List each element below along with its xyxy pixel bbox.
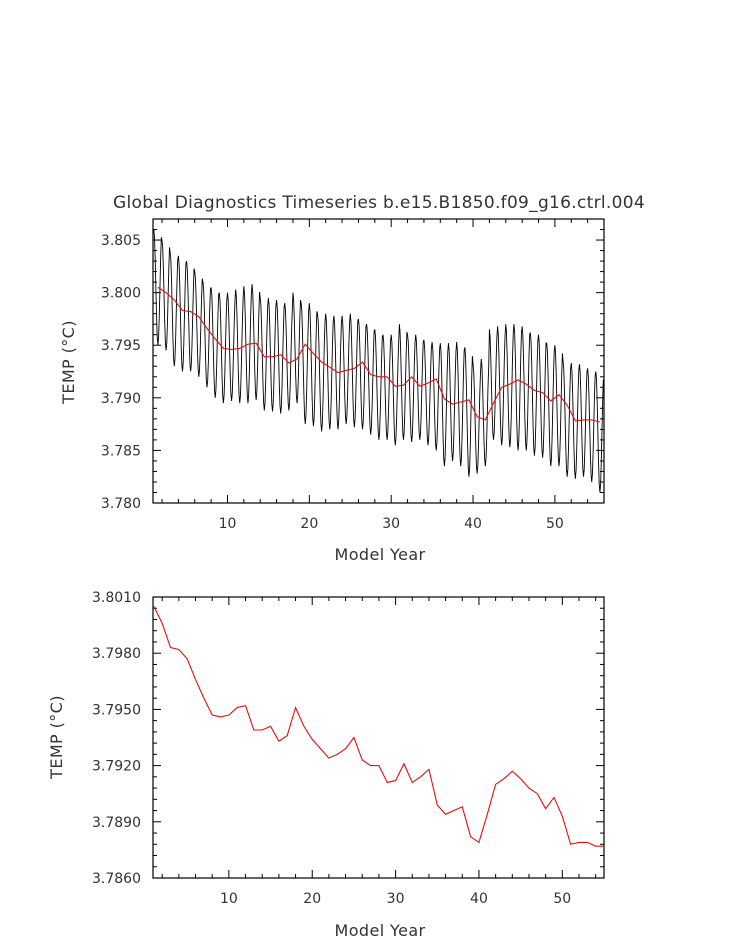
x-tick-label: 20 (300, 516, 318, 532)
bottom-x-axis-label: Model Year (335, 921, 426, 940)
monthly-series-line (153, 229, 604, 493)
x-tick-label: 30 (387, 891, 405, 907)
top-tick-labels: 10 20 30 40 50 3.780 3.785 3.790 3.795 3.800 3.805 (101, 233, 564, 532)
y-tick-label: 3.7950 (92, 702, 141, 718)
x-tick-label: 30 (382, 516, 400, 532)
top-ticks (153, 218, 604, 504)
y-tick-label: 3.805 (101, 233, 141, 249)
y-tick-label: 3.800 (101, 286, 141, 302)
y-tick-label: 3.795 (101, 338, 141, 354)
y-tick-label: 3.780 (101, 496, 141, 512)
x-tick-label: 10 (220, 891, 238, 907)
y-tick-label: 3.7860 (92, 871, 141, 887)
y-tick-label: 3.7920 (92, 759, 141, 775)
x-tick-label: 40 (470, 891, 488, 907)
y-tick-label: 3.790 (101, 391, 141, 407)
y-tick-label: 3.8010 (92, 590, 141, 606)
bottom-series (153, 606, 604, 847)
bottom-panel: 10 20 30 40 50 3.7860 3.7890 3.7920 3.7950 3.7980… (47, 590, 605, 940)
bottom-plot-frame (152, 596, 605, 879)
x-tick-label: 20 (303, 891, 321, 907)
top-x-axis-label: Model Year (335, 545, 426, 564)
annual-mean-series-line (153, 606, 604, 847)
top-plot-frame (152, 218, 605, 504)
top-y-axis-label: TEMP (°C) (59, 320, 78, 405)
y-tick-label: 3.785 (101, 443, 141, 459)
x-tick-label: 50 (546, 516, 564, 532)
x-tick-label: 50 (553, 891, 571, 907)
bottom-tick-labels: 10 20 30 40 50 3.7860 3.7890 3.7920 3.7950 3.7980… (92, 590, 571, 907)
x-tick-label: 40 (464, 516, 482, 532)
bottom-y-axis-label: TEMP (°C) (47, 695, 66, 780)
annual-mean-series-line (157, 286, 601, 423)
chart-title: Global Diagnostics Timeseries b.e15.B185… (113, 193, 645, 213)
y-tick-label: 3.7890 (92, 815, 141, 831)
y-tick-label: 3.7980 (92, 646, 141, 662)
x-tick-label: 10 (219, 516, 237, 532)
bottom-ticks (153, 596, 604, 879)
top-panel: 10 20 30 40 50 3.780 3.785 3.790 3.795 3.800 3.805… (59, 218, 605, 564)
top-series (153, 229, 604, 493)
